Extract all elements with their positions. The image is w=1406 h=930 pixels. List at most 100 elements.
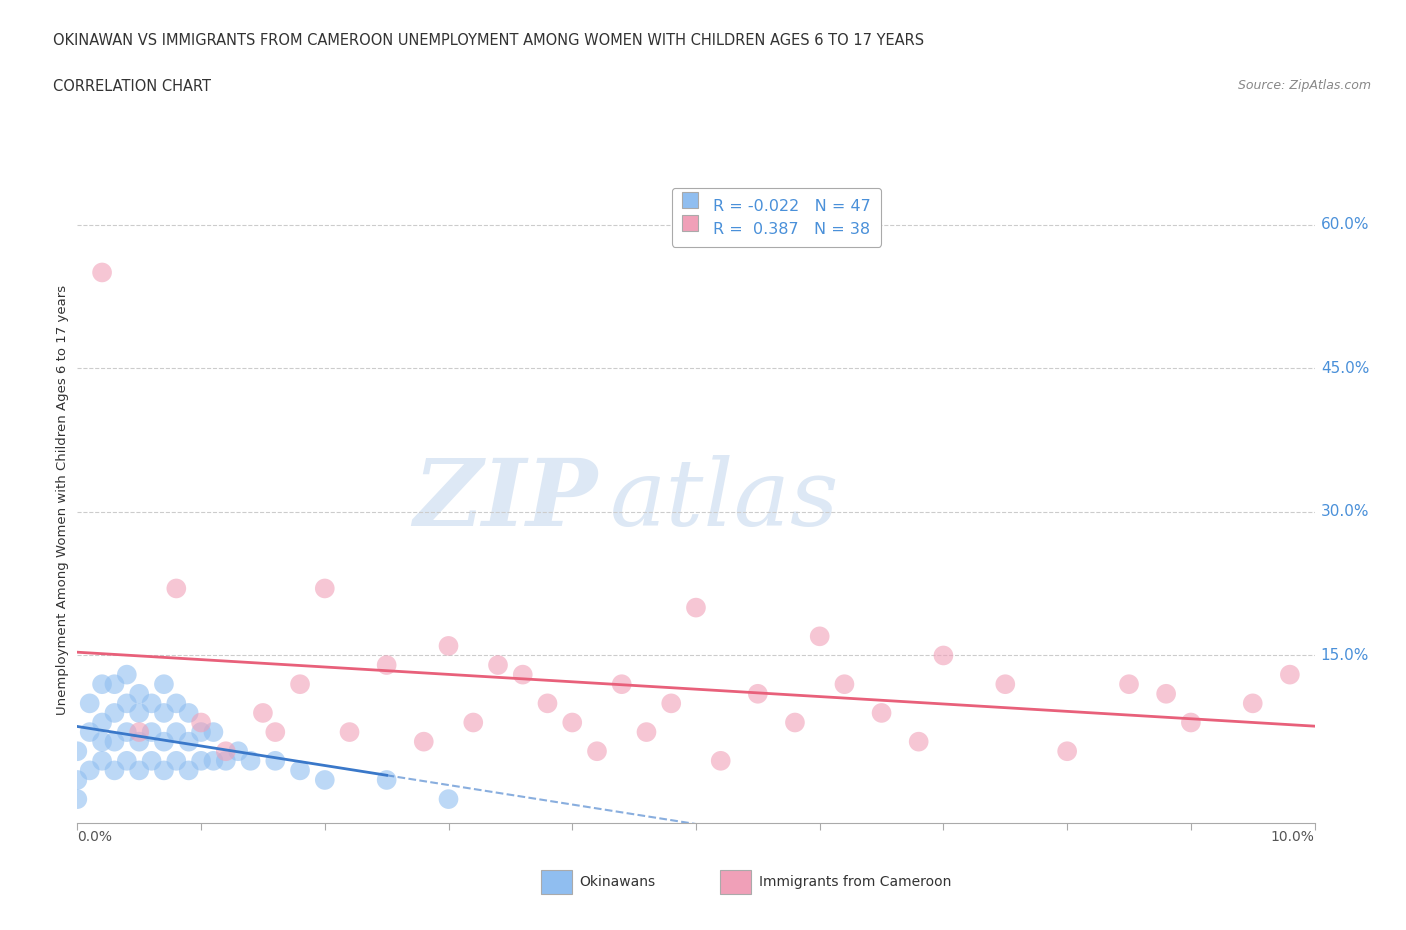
Text: ZIP: ZIP (413, 455, 598, 545)
Text: 45.0%: 45.0% (1320, 361, 1369, 376)
Point (264, 753, 287, 768)
Point (437, 791, 460, 806)
Point (486, 658, 509, 672)
Text: 60.0%: 60.0% (1320, 217, 1369, 232)
Point (177, 706, 200, 721)
Point (202, 753, 225, 768)
Point (870, 706, 893, 721)
Point (91, 753, 114, 768)
Point (91, 677, 114, 692)
Text: Immigrants from Cameroon: Immigrants from Cameroon (759, 874, 952, 889)
Point (747, 686, 769, 701)
Point (512, 667, 534, 682)
Point (412, 734, 434, 749)
Point (79, 696, 101, 711)
Point (91, 715, 114, 730)
Text: OKINAWAN VS IMMIGRANTS FROM CAMEROON UNEMPLOYMENT AMONG WOMEN WITH CHILDREN AGES: OKINAWAN VS IMMIGRANTS FROM CAMEROON UNE… (53, 33, 925, 47)
Point (314, 581, 336, 596)
Point (610, 677, 633, 692)
Point (190, 753, 212, 768)
Point (165, 696, 187, 711)
Text: atlas: atlas (609, 455, 839, 545)
Point (1278, 667, 1301, 682)
Point (437, 639, 460, 654)
Text: 30.0%: 30.0% (1320, 504, 1369, 519)
Point (128, 763, 150, 777)
Point (141, 753, 163, 768)
Point (190, 724, 212, 739)
Point (375, 658, 398, 672)
Point (215, 753, 238, 768)
Point (177, 734, 200, 749)
Point (141, 696, 163, 711)
Text: 10.0%: 10.0% (1271, 830, 1315, 844)
Point (288, 677, 311, 692)
Point (685, 600, 707, 615)
Point (190, 715, 212, 730)
Point (103, 706, 125, 721)
Text: 0.0%: 0.0% (77, 830, 112, 844)
Point (907, 734, 929, 749)
Point (128, 724, 150, 739)
Point (79, 724, 101, 739)
Text: 15.0%: 15.0% (1320, 648, 1369, 663)
Point (128, 706, 150, 721)
Point (141, 724, 163, 739)
Point (994, 677, 1017, 692)
Text: CORRELATION CHART: CORRELATION CHART (53, 79, 211, 94)
Point (215, 744, 238, 759)
Point (314, 773, 336, 788)
Point (153, 734, 176, 749)
Point (66, 744, 89, 759)
Point (226, 744, 249, 759)
Point (128, 734, 150, 749)
Point (91, 265, 114, 280)
Point (153, 763, 176, 777)
Point (153, 677, 176, 692)
Point (103, 763, 125, 777)
Point (115, 696, 138, 711)
Point (1180, 715, 1202, 730)
Text: Source: ZipAtlas.com: Source: ZipAtlas.com (1237, 79, 1371, 92)
Point (659, 696, 682, 711)
Point (264, 724, 287, 739)
Point (339, 724, 361, 739)
Point (66, 791, 89, 806)
Point (103, 677, 125, 692)
Point (165, 581, 187, 596)
Point (252, 706, 274, 721)
Y-axis label: Unemployment Among Women with Children Ages 6 to 17 years: Unemployment Among Women with Children A… (56, 285, 69, 715)
Point (1154, 686, 1177, 701)
Point (115, 667, 138, 682)
Point (1056, 744, 1078, 759)
Point (808, 629, 831, 644)
Point (91, 734, 114, 749)
Point (115, 724, 138, 739)
Point (783, 715, 806, 730)
Text: Okinawans: Okinawans (579, 874, 655, 889)
Point (165, 724, 187, 739)
Point (463, 715, 485, 730)
Point (710, 753, 733, 768)
Point (128, 686, 150, 701)
Point (536, 696, 558, 711)
Point (165, 753, 187, 768)
Point (288, 763, 311, 777)
Point (153, 706, 176, 721)
Point (834, 677, 856, 692)
Point (177, 763, 200, 777)
Point (932, 648, 955, 663)
Point (79, 763, 101, 777)
Point (202, 724, 225, 739)
Point (66, 773, 89, 788)
Point (1241, 696, 1264, 711)
Point (636, 724, 658, 739)
Point (239, 753, 262, 768)
Point (375, 773, 398, 788)
Point (103, 734, 125, 749)
Point (586, 744, 609, 759)
Point (561, 715, 583, 730)
Point (1118, 677, 1140, 692)
Point (115, 753, 138, 768)
Legend: R = -0.022   N = 47, R =  0.387   N = 38: R = -0.022 N = 47, R = 0.387 N = 38 (672, 188, 880, 246)
